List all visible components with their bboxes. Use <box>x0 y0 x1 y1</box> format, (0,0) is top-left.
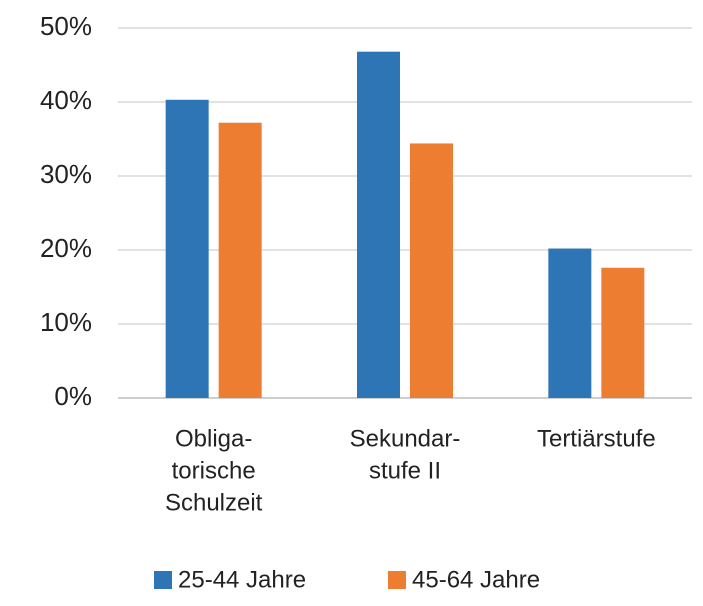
x-tick-label: stufe II <box>369 457 441 484</box>
legend-label: 25-44 Jahre <box>178 566 306 593</box>
bar <box>548 248 592 398</box>
bar <box>410 143 453 398</box>
bar <box>165 99 209 398</box>
y-tick-label: 0% <box>54 381 92 411</box>
legend-swatch <box>388 571 406 589</box>
y-tick-label: 50% <box>40 11 92 41</box>
bar <box>218 122 262 398</box>
y-tick-label: 40% <box>40 85 92 115</box>
y-tick-label: 30% <box>40 159 92 189</box>
y-tick-label: 10% <box>40 307 92 337</box>
x-tick-label: torische <box>172 457 256 484</box>
x-tick-label: Schulzeit <box>165 489 263 516</box>
bar <box>601 267 645 398</box>
x-tick-label: Sekundar- <box>350 425 461 452</box>
legend-label: 45-64 Jahre <box>412 566 540 593</box>
y-tick-label: 20% <box>40 233 92 263</box>
x-tick-label: Obliga- <box>175 425 252 452</box>
legend-swatch <box>154 571 172 589</box>
bar <box>357 51 400 399</box>
x-tick-label: Tertiärstufe <box>537 425 656 452</box>
